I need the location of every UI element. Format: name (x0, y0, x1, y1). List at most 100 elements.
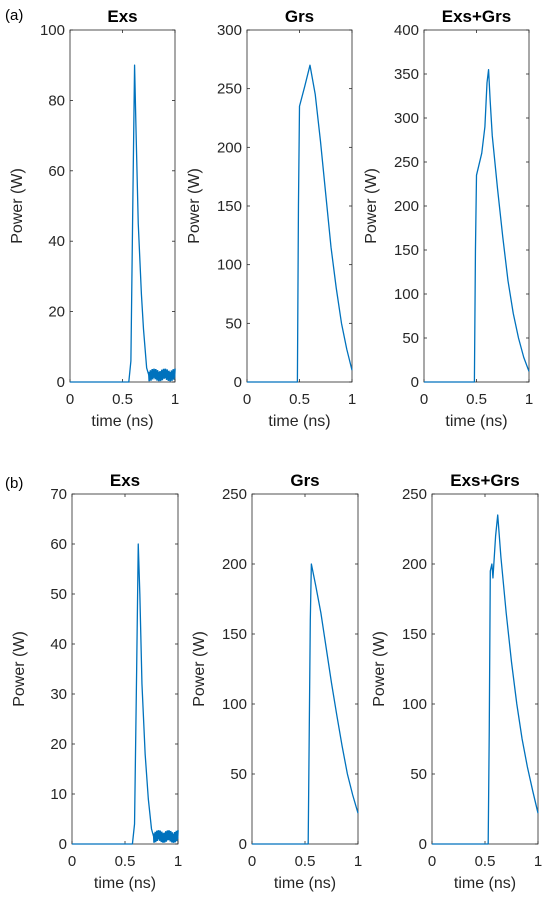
series-line (72, 543, 178, 845)
x-tick-label: 0 (66, 391, 74, 408)
chart-5: 0 50 100 150 200 250 0 0.5 1 Grs time (ns) Power (W… (191, 471, 362, 892)
x-tick-label: 0 (68, 853, 76, 870)
y-tick-label: 70 (50, 486, 67, 503)
y-tick-label: 100 (222, 696, 247, 713)
panel-label-a: (a) (5, 7, 23, 24)
x-tick-label: 1 (171, 391, 179, 408)
y-axis-label: Power (W) (371, 631, 388, 707)
series-noise (152, 830, 179, 843)
y-tick-label: 150 (402, 626, 427, 643)
series-line (247, 64, 353, 383)
x-tick-label: 1 (174, 853, 182, 870)
y-tick-label: 100 (394, 286, 419, 303)
y-axis-label: Power (W) (186, 168, 203, 244)
x-axis-label: time (ns) (268, 413, 330, 430)
series-line (424, 68, 530, 383)
x-tick-label: 0.5 (475, 853, 496, 870)
y-tick-label: 250 (217, 81, 242, 98)
y-tick-label: 100 (40, 22, 65, 39)
y-tick-label: 0 (234, 374, 242, 391)
y-tick-label: 60 (48, 163, 65, 180)
y-tick-label: 0 (57, 374, 65, 391)
x-tick-label: 1 (354, 853, 362, 870)
y-tick-label: 30 (50, 686, 67, 703)
panel-label-b: (b) (5, 475, 23, 492)
y-tick-label: 0 (411, 374, 419, 391)
y-tick-label: 20 (50, 736, 67, 753)
chart-1: 0 20 40 60 80 100 0 0.5 1 Exs time (ns) Power (W) (9, 7, 179, 430)
y-tick-label: 50 (402, 330, 419, 347)
y-tick-label: 200 (217, 139, 242, 156)
x-tick-label: 0 (243, 391, 251, 408)
y-axis-label: Power (W) (191, 631, 208, 707)
y-tick-label: 200 (402, 556, 427, 573)
x-axis-label: time (ns) (91, 413, 153, 430)
y-tick-label: 150 (217, 198, 242, 215)
y-tick-label: 250 (222, 486, 247, 503)
y-axis-label: Power (W) (11, 631, 28, 707)
plot-frame (71, 493, 179, 845)
x-tick-label: 0 (248, 853, 256, 870)
y-tick-label: 400 (394, 22, 419, 39)
y-tick-label: 60 (50, 536, 67, 553)
chart-title: Exs+Grs (450, 471, 519, 490)
x-tick-label: 1 (534, 853, 542, 870)
chart-6: 0 50 100 150 200 250 0 0.5 1 Exs+Grs time (ns) Powe… (371, 471, 542, 892)
series-line (252, 563, 359, 845)
plot-frame (431, 493, 539, 845)
chart-title: Grs (285, 7, 314, 26)
y-tick-label: 50 (230, 766, 247, 783)
chart-2: 0 50 100 150 200 250 300 0 0.5 1 Grs time (ns) Power… (186, 7, 356, 430)
series-line (70, 64, 175, 383)
chart-4: 0 10 20 30 40 50 60 70 0 0.5 1 Exs time (ns) Power (W… (11, 471, 182, 892)
y-axis-label: Power (W) (9, 168, 26, 244)
x-axis-label: time (ns) (94, 875, 156, 892)
y-tick-label: 200 (394, 198, 419, 215)
series-line (432, 514, 539, 845)
x-axis-label: time (ns) (454, 875, 516, 892)
x-tick-label: 1 (348, 391, 356, 408)
y-tick-label: 350 (394, 66, 419, 83)
y-tick-label: 300 (217, 22, 242, 39)
chart-title: Exs (110, 471, 140, 490)
y-tick-label: 0 (59, 836, 67, 853)
x-tick-label: 0.5 (295, 853, 316, 870)
y-tick-label: 0 (239, 836, 247, 853)
plot-frame (69, 29, 176, 383)
plot-frame (246, 29, 353, 383)
x-axis-label: time (ns) (274, 875, 336, 892)
chart-3: 0 50 100 150 200 250 300 350 400 0 0.5 1 Exs+Grs time… (363, 7, 533, 430)
y-tick-label: 40 (50, 636, 67, 653)
y-tick-label: 150 (222, 626, 247, 643)
y-tick-label: 150 (394, 242, 419, 259)
chart-title: Exs (107, 7, 137, 26)
x-tick-label: 0 (420, 391, 428, 408)
x-tick-label: 0.5 (112, 391, 133, 408)
chart-title: Exs+Grs (442, 7, 511, 26)
y-tick-label: 80 (48, 92, 65, 109)
y-tick-label: 0 (419, 836, 427, 853)
y-tick-label: 10 (50, 786, 67, 803)
plot-frame (251, 493, 359, 845)
x-tick-label: 0.5 (115, 853, 136, 870)
x-axis-label: time (ns) (445, 413, 507, 430)
x-tick-label: 0.5 (289, 391, 310, 408)
y-tick-label: 250 (394, 154, 419, 171)
y-tick-label: 300 (394, 110, 419, 127)
y-tick-label: 200 (222, 556, 247, 573)
y-tick-label: 100 (402, 696, 427, 713)
y-tick-label: 250 (402, 486, 427, 503)
y-axis-label: Power (W) (363, 168, 380, 244)
x-tick-label: 0 (428, 853, 436, 870)
y-tick-label: 50 (50, 586, 67, 603)
y-tick-label: 40 (48, 233, 65, 250)
y-tick-label: 50 (225, 315, 242, 332)
y-tick-label: 20 (48, 304, 65, 321)
x-tick-label: 1 (525, 391, 533, 408)
y-tick-label: 50 (410, 766, 427, 783)
x-tick-label: 0.5 (466, 391, 487, 408)
y-tick-label: 100 (217, 257, 242, 274)
series-noise (147, 368, 176, 382)
chart-title: Grs (290, 471, 319, 490)
